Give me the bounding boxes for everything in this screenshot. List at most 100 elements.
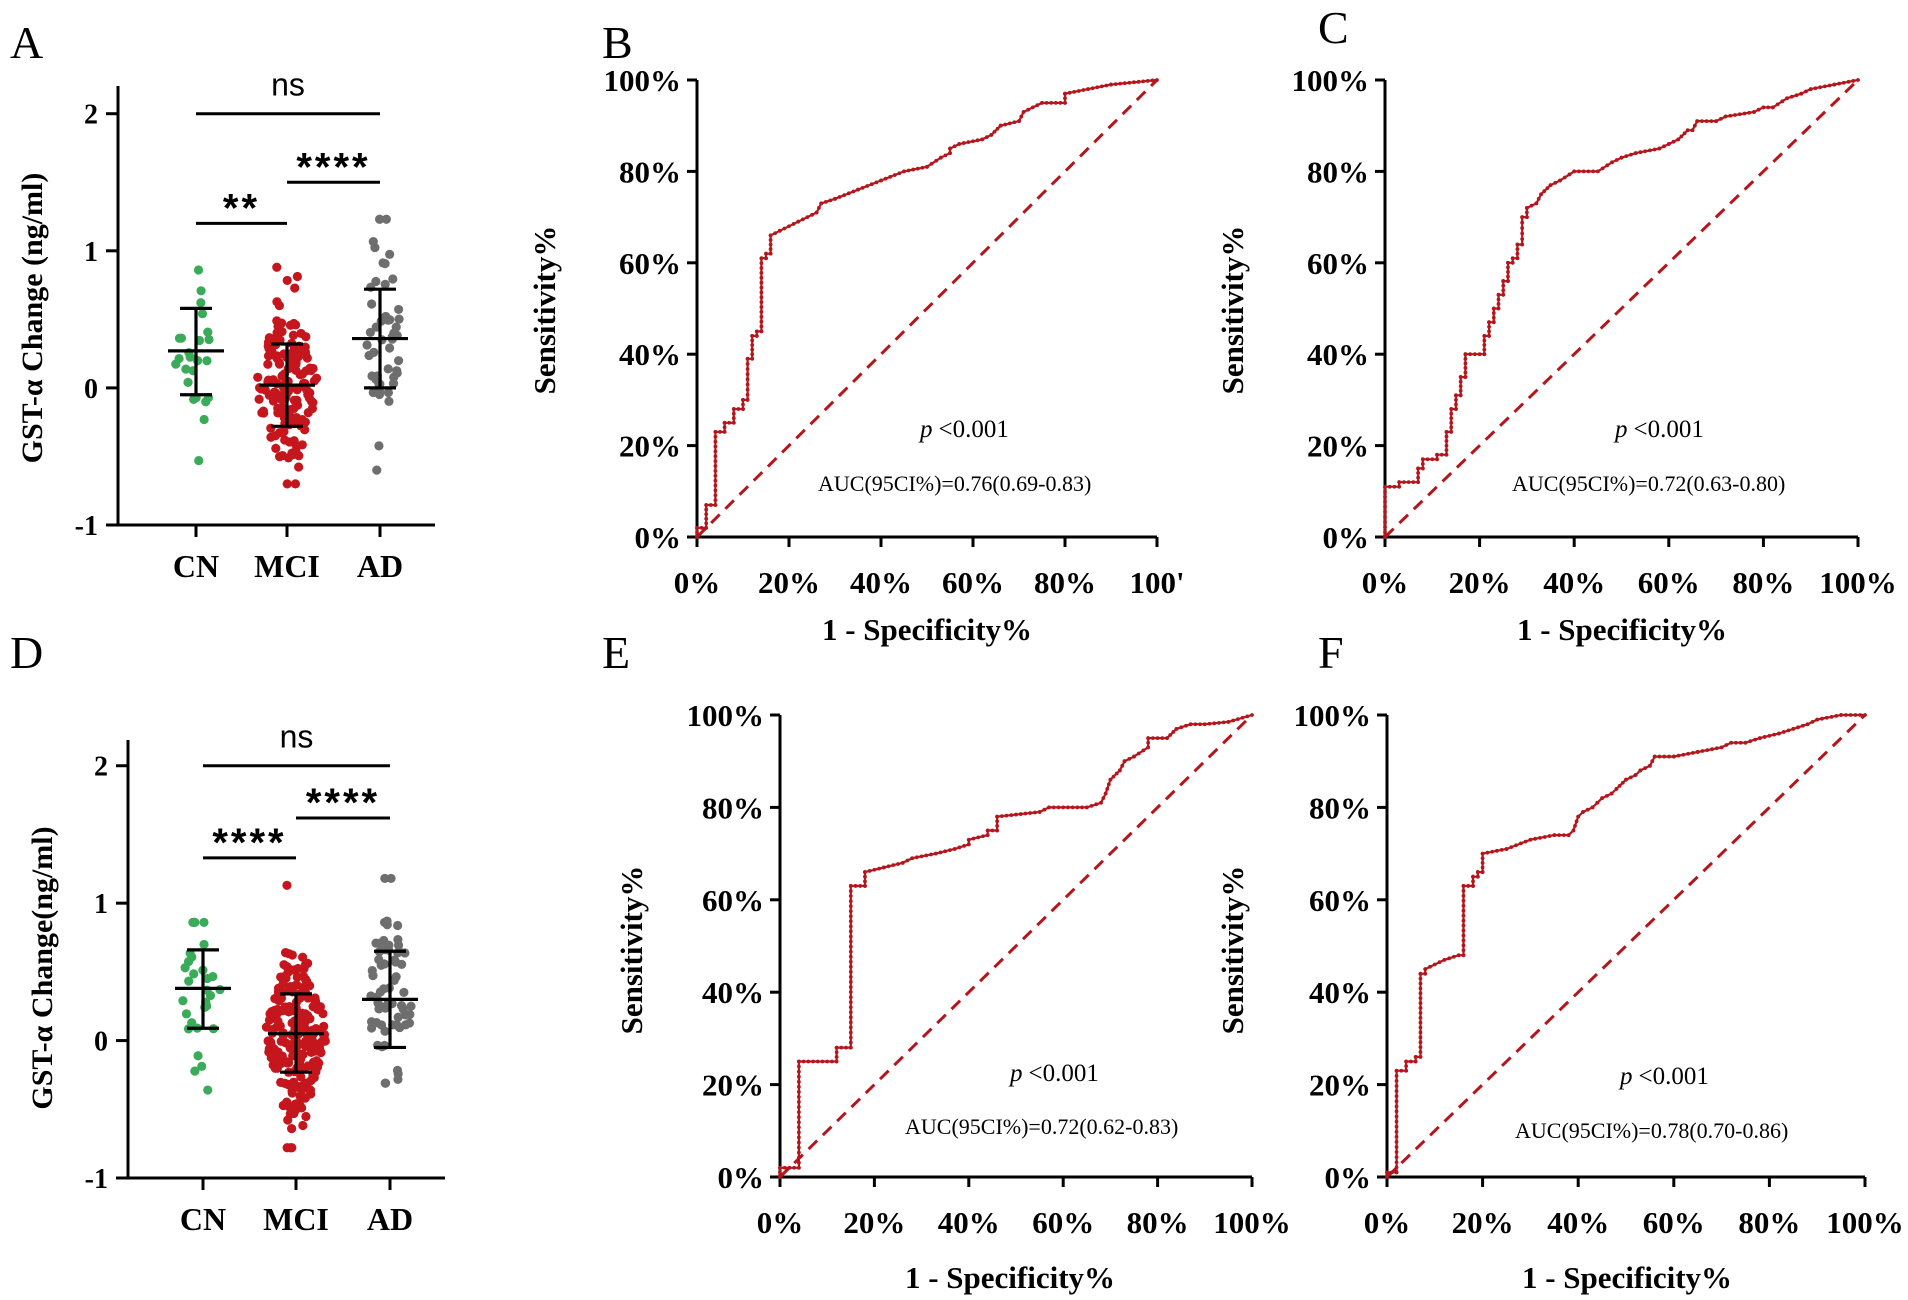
roc-marker bbox=[778, 1175, 782, 1179]
roc-marker bbox=[1425, 457, 1430, 462]
roc-marker bbox=[1490, 849, 1495, 854]
roc-marker bbox=[745, 362, 750, 366]
roc-marker bbox=[1226, 720, 1231, 724]
roc-marker bbox=[1487, 329, 1491, 334]
roc-marker bbox=[1076, 89, 1081, 93]
roc-marker bbox=[1040, 100, 1044, 105]
roc-marker bbox=[1442, 957, 1447, 962]
roc-marker bbox=[1420, 466, 1425, 471]
roc-marker bbox=[966, 140, 971, 145]
roc-marker bbox=[1146, 736, 1151, 740]
roc-marker bbox=[759, 305, 764, 309]
roc-marker bbox=[1458, 388, 1463, 393]
x-tick-label: 20% bbox=[843, 1205, 905, 1240]
roc-marker bbox=[1394, 1124, 1399, 1129]
data-point bbox=[284, 983, 294, 993]
roc-marker bbox=[1411, 480, 1416, 485]
roc-marker bbox=[1012, 120, 1017, 125]
roc-marker bbox=[727, 420, 732, 425]
roc-marker bbox=[796, 1120, 801, 1125]
x-tick-label: 100' bbox=[1129, 565, 1184, 600]
roc-marker bbox=[1392, 484, 1397, 489]
roc-marker bbox=[750, 338, 755, 343]
roc-marker bbox=[1063, 100, 1067, 105]
roc-marker bbox=[929, 161, 934, 166]
roc-marker bbox=[1839, 713, 1843, 717]
roc-marker bbox=[782, 226, 787, 231]
roc-marker bbox=[1028, 811, 1033, 815]
roc-marker bbox=[1155, 78, 1159, 82]
roc-marker bbox=[1525, 206, 1529, 210]
roc-marker bbox=[1394, 1068, 1399, 1073]
roc-marker bbox=[1245, 714, 1250, 719]
roc-marker bbox=[1523, 839, 1528, 844]
roc-marker bbox=[1437, 960, 1442, 965]
roc-marker bbox=[1104, 83, 1109, 88]
x-tick-label: 100% bbox=[1213, 1205, 1291, 1240]
roc-marker bbox=[1848, 713, 1853, 717]
roc-marker bbox=[1383, 489, 1387, 494]
x-tick-label: 40% bbox=[938, 1205, 1000, 1240]
roc-marker bbox=[1051, 805, 1056, 810]
roc-marker bbox=[1095, 85, 1100, 90]
roc-marker bbox=[1084, 805, 1089, 810]
roc-marker bbox=[1418, 971, 1423, 976]
roc-marker bbox=[1648, 763, 1652, 768]
roc-marker bbox=[1471, 874, 1475, 879]
roc-marker bbox=[1619, 155, 1624, 160]
roc-marker bbox=[1235, 717, 1240, 722]
roc-marker bbox=[1023, 811, 1028, 816]
roc-marker bbox=[966, 842, 971, 847]
data-point bbox=[393, 934, 403, 945]
data-point bbox=[274, 300, 285, 311]
roc-marker bbox=[1566, 833, 1571, 838]
roc-marker bbox=[1585, 807, 1590, 812]
roc-panel-f: F 0% 20% 40% 60% 80% 100% 0% 20% 40% 60% 80% 100% 1 -… bbox=[1215, 627, 1904, 1295]
roc-marker bbox=[713, 429, 718, 434]
roc-marker bbox=[1482, 338, 1487, 343]
data-point bbox=[294, 462, 304, 472]
roc-marker bbox=[1463, 370, 1468, 375]
roc-marker bbox=[796, 1140, 801, 1145]
roc-marker bbox=[948, 848, 952, 853]
roc-marker bbox=[1132, 80, 1136, 85]
roc-marker bbox=[713, 483, 718, 488]
roc-marker bbox=[1394, 1129, 1399, 1134]
data-point bbox=[392, 1020, 402, 1030]
roc-marker bbox=[1676, 753, 1681, 758]
roc-marker bbox=[848, 969, 853, 974]
roc-marker bbox=[1472, 352, 1477, 357]
roc-marker bbox=[881, 865, 886, 870]
roc-marker bbox=[883, 176, 888, 181]
data-point bbox=[393, 1012, 403, 1022]
roc-marker bbox=[1614, 787, 1619, 791]
roc-marker bbox=[1444, 452, 1449, 457]
roc-marker bbox=[948, 151, 952, 156]
x-tick-label: 0% bbox=[757, 1205, 804, 1240]
y-tick-label: 20% bbox=[1307, 429, 1369, 464]
roc-marker bbox=[1389, 1170, 1394, 1175]
roc-marker bbox=[1704, 119, 1709, 124]
x-tick-label: 40% bbox=[1543, 565, 1605, 600]
roc-marker bbox=[778, 1165, 782, 1170]
roc-marker bbox=[1394, 1099, 1399, 1104]
x-tick-label: 60% bbox=[1638, 565, 1700, 600]
y-tick-label: 20% bbox=[1309, 1068, 1371, 1103]
roc-marker bbox=[1444, 443, 1449, 448]
roc-marker bbox=[1813, 86, 1818, 91]
roc-marker bbox=[778, 1170, 782, 1175]
roc-marker bbox=[1501, 292, 1506, 297]
data-point bbox=[305, 1085, 316, 1095]
roc-marker bbox=[848, 990, 853, 994]
data-point bbox=[391, 957, 401, 967]
roc-marker bbox=[750, 352, 755, 357]
roc-marker bbox=[1413, 1054, 1418, 1059]
roc-marker bbox=[759, 319, 764, 324]
roc-marker bbox=[1418, 981, 1423, 986]
roc-marker bbox=[1471, 879, 1475, 884]
roc-marker bbox=[1510, 260, 1515, 265]
p-value-annotation: p <0.001 bbox=[1008, 1060, 1099, 1087]
x-tick-label: MCI bbox=[263, 1201, 329, 1237]
roc-marker bbox=[1418, 1045, 1423, 1049]
roc-marker bbox=[990, 828, 995, 833]
